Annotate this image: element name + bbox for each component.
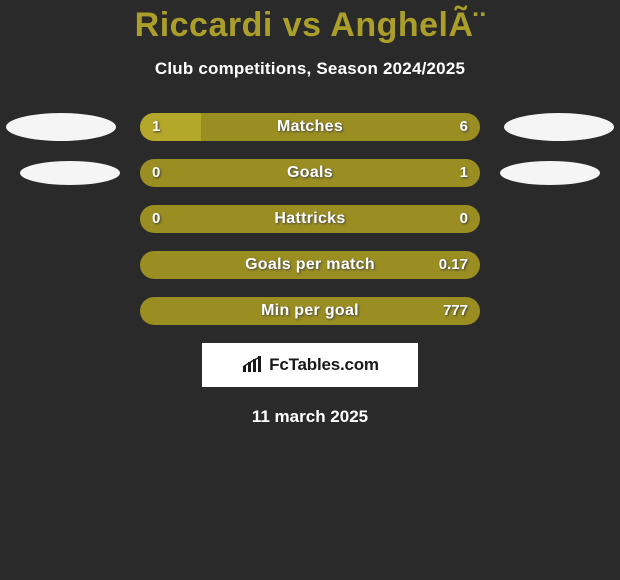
page-title: Riccardi vs AnghelÃ¨ [0,0,620,45]
team-badge-left [20,161,120,185]
stat-track: 0 1Goals [140,159,480,187]
stat-row: 16Matches [0,113,620,141]
brand: FcTables.com [241,355,379,375]
bar-chart-icon [241,356,263,374]
stat-value-left: 0 [152,205,160,233]
stat-metric-label: Min per goal [140,297,480,325]
stat-track: 16Matches [140,113,480,141]
stat-rows: 16Matches01Goals00Hattricks0.17Goals per… [0,113,620,325]
stat-row: 777Min per goal [0,297,620,325]
comparison-card: Riccardi vs AnghelÃ¨ Club competitions, … [0,0,620,580]
stat-metric-label: Goals per match [140,251,480,279]
stat-value-right: 0.17 [439,251,468,279]
stat-row: 0 1Goals [0,159,620,187]
team-badge-left [6,113,116,141]
stat-value-right: 777 [443,297,468,325]
team-badge-right [504,113,614,141]
stat-metric-label: Hattricks [140,205,480,233]
stat-row: 0.17Goals per match [0,251,620,279]
subtitle: Club competitions, Season 2024/2025 [0,59,620,79]
stat-value-left: 1 [152,113,160,141]
team-badge-right [500,161,600,185]
stat-metric-label: Goals [140,159,480,187]
stat-row: 0 0Hattricks [0,205,620,233]
stat-value-right: 1 [460,159,468,187]
brand-box: FcTables.com [202,343,418,387]
stat-track: 0.17Goals per match [140,251,480,279]
stat-track: 777Min per goal [140,297,480,325]
stat-track: 0 0Hattricks [140,205,480,233]
date: 11 march 2025 [0,407,620,427]
stat-value-right: 6 [460,113,468,141]
brand-text: FcTables.com [269,355,379,375]
stat-value-right: 0 [460,205,468,233]
stat-value-left: 0 [152,159,160,187]
stat-segment-left [140,113,201,141]
